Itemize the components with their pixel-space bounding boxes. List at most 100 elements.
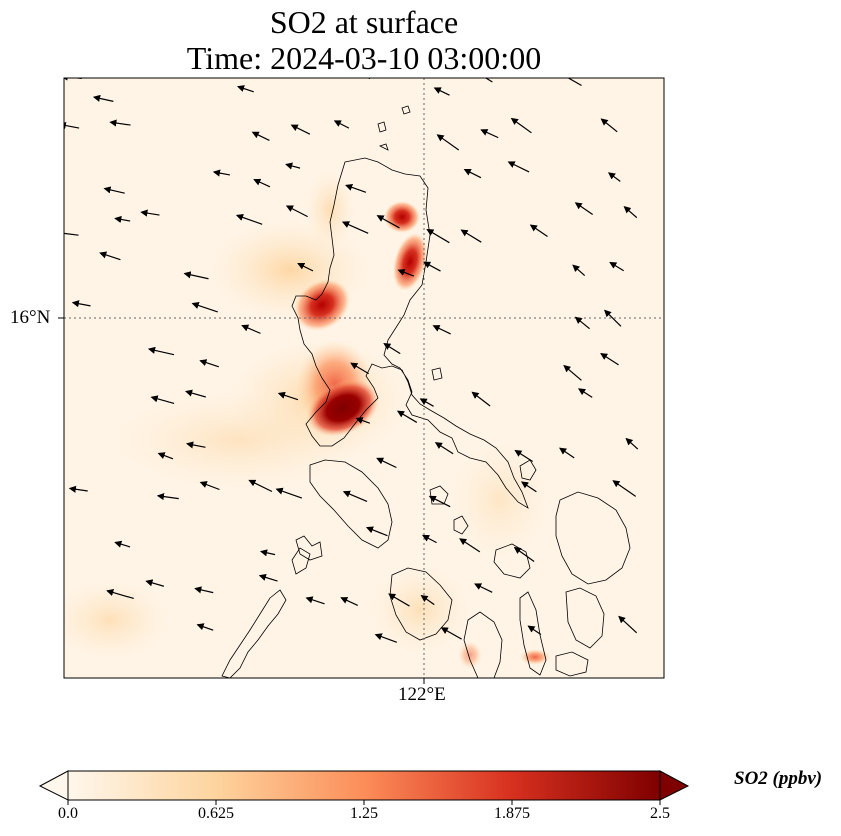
wind-arrow [514,449,533,462]
wind-arrow [463,168,482,179]
wind-arrow [71,300,91,308]
wind-arrow [374,633,398,643]
wind-arrow [275,487,303,499]
wind-arrow [109,119,131,127]
wind-arrow [191,302,218,313]
wind-arrow [527,625,542,635]
luzon-coastline [291,157,529,509]
map-title-line-2: Time: 2024-03-10 03:00:00 [186,40,542,76]
wind-arrow [426,228,450,244]
wind-arrow [342,490,368,502]
wind-arrow [186,441,206,449]
latitude-label: 16°N [10,307,51,328]
wind-arrow [471,391,491,407]
colorbar-tick-label: 0.0 [58,805,78,822]
so2-hotspot-south-2 [458,641,482,669]
wind-arrow [64,121,80,130]
wind-arrow [199,481,220,491]
wind-arrow [574,316,590,330]
wind-arrow [106,589,134,600]
wind-arrow [559,447,575,459]
wind-arrow [333,120,350,129]
catanduanes-coastline [519,459,537,481]
wind-arrow [625,437,639,450]
babuyan-islands [377,105,411,151]
wind-arrow [421,534,437,544]
wind-arrow [114,215,131,223]
wind-arrow [147,346,175,356]
wind-arrow [600,352,619,366]
wind-arrow [513,546,535,562]
wind-arrow [577,388,593,398]
colorbar-min-extend [38,770,69,801]
cebu-coastline [519,591,547,676]
masbate-coastline [493,543,531,579]
wind-arrow [396,410,418,423]
wind-arrow [460,229,482,243]
wind-arrow [428,495,451,508]
wind-arrow [290,124,311,135]
wind-arrow [64,232,79,236]
wind-arrow [383,343,401,355]
wind-arrow [510,117,532,134]
wind-arrow [285,162,301,170]
wind-arrow [507,161,530,173]
wind-arrow [604,309,622,327]
samar-coastline [555,491,631,585]
wind-arrow [609,261,625,272]
wind-arrow [184,389,206,398]
wind-arrow [103,186,125,194]
wind-arrow [420,594,435,606]
wind-arrow [623,206,638,219]
wind-arrow [419,398,434,407]
so2-field-haze [64,170,550,660]
wind-arrow [572,264,586,277]
wind-arrow [140,209,160,217]
longitude-label: 122°E [398,684,446,705]
wind-arrow [285,205,308,218]
wind-arrow [355,417,371,424]
wind-arrow [156,492,179,501]
wind-arrow [607,172,621,182]
romblon-coastline [453,515,469,535]
wind-arrow [305,596,325,605]
wind-arrow [194,586,214,594]
wind-arrow [474,583,493,593]
colorbar-label: SO2 (ppbv) [734,768,823,789]
map-title-line-1: SO2 at surface [269,4,459,40]
wind-arrow [145,579,165,587]
wind-arrow [199,359,220,368]
wind-arrow [259,549,276,557]
wind-arrow [423,261,441,272]
wind-arrow [248,479,273,493]
wind-arrow [574,202,593,216]
wind-arrow [376,457,397,469]
bohol-coastline [555,651,589,677]
panay-coastline [389,567,453,641]
wind-arrow [196,623,214,631]
wind-arrow [459,538,481,553]
colorbar-tick-label: 0.625 [198,805,234,822]
wind-arrow [241,324,261,334]
so2-hotspot-north-1 [384,201,420,233]
wind-arrow [114,540,131,548]
polillo-coastline [431,367,443,381]
wind-arrow [253,178,271,188]
wind-arrow [475,78,493,83]
colorbar-tick-label: 1.25 [350,805,378,822]
wind-arrow [520,481,537,493]
wind-arrow [258,573,278,582]
so2-hotspot-north-2 [392,232,428,292]
wind-arrow [277,391,299,401]
wind-arrow [365,526,388,537]
negros-coastline [463,611,503,678]
wind-vectors [64,78,639,643]
map-frame [63,77,665,679]
wind-arrow [436,134,460,151]
colorbar-max-extend [659,770,690,801]
map-area [64,78,664,678]
coastlines [221,105,631,678]
wind-arrow [157,452,174,460]
colorbar-gradient [68,771,660,800]
wind-arrow [480,129,499,139]
